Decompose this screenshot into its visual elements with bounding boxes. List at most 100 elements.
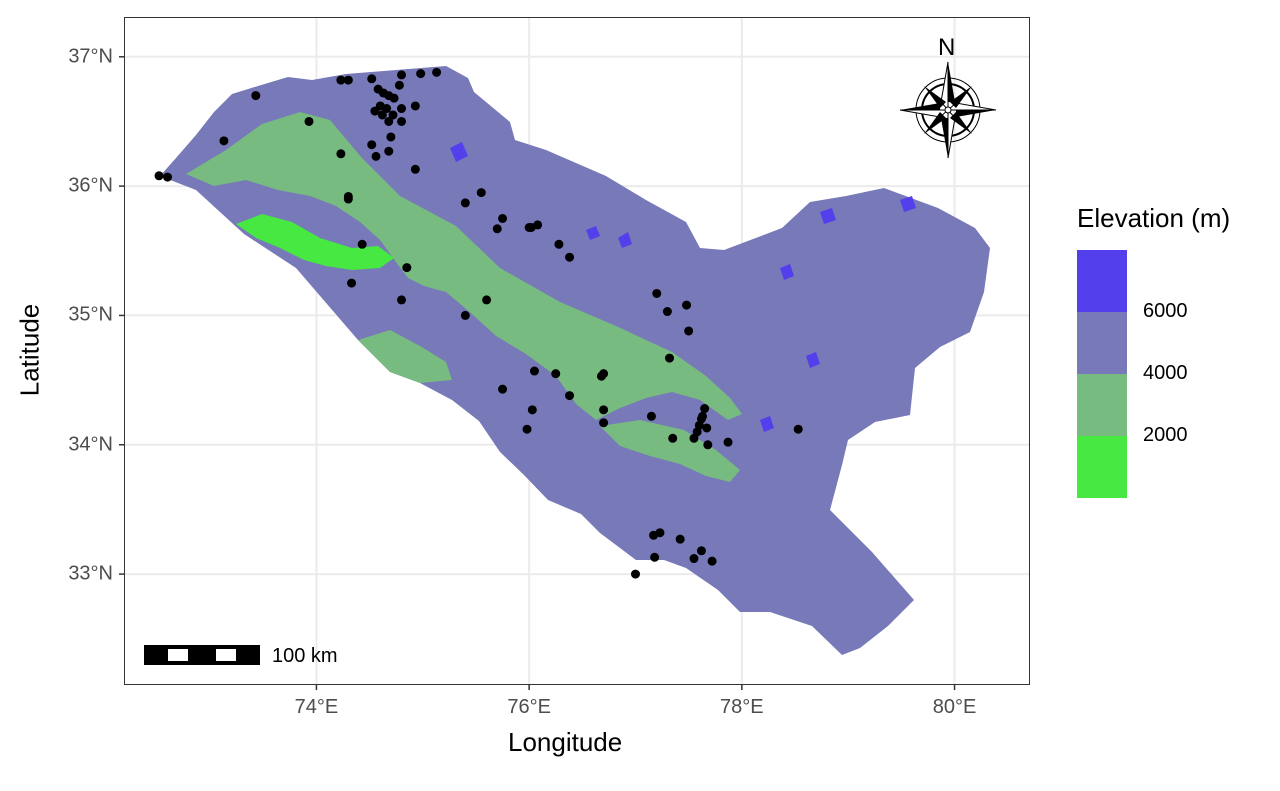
legend-swatch xyxy=(1077,374,1127,436)
legend-swatch xyxy=(1077,250,1127,312)
basin-lowland-2000 xyxy=(236,214,394,270)
sample-point xyxy=(154,171,164,181)
x-tick-label: 80°E xyxy=(932,696,977,718)
sample-point xyxy=(336,75,346,85)
sample-point xyxy=(343,194,353,204)
sample-point xyxy=(397,116,407,126)
scale-bar-outline xyxy=(144,645,260,665)
sample-point xyxy=(652,288,662,298)
x-tick-label: 74°E xyxy=(294,696,339,718)
sample-point xyxy=(646,411,656,421)
sample-point xyxy=(394,80,404,90)
sample-point xyxy=(460,198,470,208)
y-tick-label: 37°N xyxy=(68,45,113,68)
sample-point xyxy=(684,326,694,336)
y-tick-label: 33°N xyxy=(68,562,113,585)
sample-point xyxy=(397,104,407,114)
legend-title: Elevation (m) xyxy=(1077,203,1231,233)
sample-point xyxy=(498,384,508,394)
sample-point xyxy=(696,546,706,556)
sample-point xyxy=(384,116,394,126)
sample-point xyxy=(565,391,575,401)
sample-point xyxy=(304,116,314,126)
basin-valley-4000-south xyxy=(600,420,740,482)
sample-point xyxy=(533,220,543,230)
sample-point xyxy=(522,424,532,434)
sample-point xyxy=(371,151,381,161)
legend-swatch xyxy=(1077,436,1127,498)
sample-point xyxy=(700,404,710,414)
sample-point xyxy=(668,433,678,443)
sample-point xyxy=(347,278,357,288)
legend-swatch xyxy=(1077,312,1127,374)
basin-valley-4000-west xyxy=(358,330,452,383)
sample-point xyxy=(219,136,229,146)
sample-point xyxy=(565,252,575,262)
basin-map xyxy=(160,66,990,655)
x-axis-title: Longitude xyxy=(508,727,623,757)
sample-point xyxy=(492,224,502,234)
sample-point xyxy=(554,239,564,249)
basin-valley-4000 xyxy=(186,112,742,420)
y-axis-title: Latitude xyxy=(14,303,45,397)
sample-point xyxy=(482,295,492,305)
sample-point xyxy=(357,239,367,249)
sample-point xyxy=(343,75,353,85)
scale-bar xyxy=(144,645,260,665)
scale-bar-segment xyxy=(216,649,236,661)
sample-point xyxy=(388,110,398,120)
sample-point xyxy=(410,101,420,111)
sample-point xyxy=(599,418,609,428)
sample-point xyxy=(702,423,712,433)
legend-label: 6000 xyxy=(1143,300,1188,322)
sample-point xyxy=(551,369,561,379)
sample-point xyxy=(682,300,692,310)
sample-point xyxy=(402,263,412,273)
sample-point xyxy=(662,307,672,317)
sample-point xyxy=(397,70,407,80)
sample-point xyxy=(498,213,508,223)
sample-point xyxy=(689,554,699,564)
sample-point xyxy=(476,188,486,198)
sample-point xyxy=(675,534,685,544)
north-arrow-label: N xyxy=(938,34,956,61)
sample-points xyxy=(154,67,803,579)
sample-point xyxy=(382,104,392,114)
sample-point xyxy=(416,69,426,79)
legend-label: 4000 xyxy=(1143,362,1188,384)
sample-point xyxy=(410,164,420,174)
sample-point xyxy=(163,172,173,182)
sample-point xyxy=(793,424,803,434)
y-tick-label: 35°N xyxy=(68,303,113,326)
sample-point xyxy=(397,295,407,305)
sample-point xyxy=(599,369,609,379)
legend-colorbar xyxy=(1077,250,1127,498)
sample-point xyxy=(432,67,442,77)
x-tick-label: 78°E xyxy=(720,696,764,718)
sample-point xyxy=(370,106,380,116)
y-tick-label: 34°N xyxy=(68,433,113,456)
sample-point xyxy=(707,556,717,566)
sample-point xyxy=(367,74,377,84)
sample-point xyxy=(460,310,470,320)
sample-point xyxy=(650,552,660,562)
legend-label: 2000 xyxy=(1143,424,1188,446)
sample-point xyxy=(703,440,713,450)
sample-point xyxy=(723,437,733,447)
scale-bar-label: 100 km xyxy=(272,645,338,667)
x-tick-label: 76°E xyxy=(507,696,551,718)
sample-point xyxy=(367,140,377,150)
sample-point xyxy=(336,149,346,159)
sample-point xyxy=(386,132,396,142)
sample-point xyxy=(529,366,539,376)
sample-point xyxy=(665,353,675,363)
north-arrow-icon xyxy=(899,61,997,159)
sample-point xyxy=(655,528,665,538)
scale-bar-segment xyxy=(168,649,188,661)
sample-point xyxy=(377,110,387,120)
sample-point xyxy=(251,91,261,101)
y-tick-label: 36°N xyxy=(68,174,113,197)
sample-point xyxy=(697,411,707,421)
sample-point xyxy=(384,146,394,156)
